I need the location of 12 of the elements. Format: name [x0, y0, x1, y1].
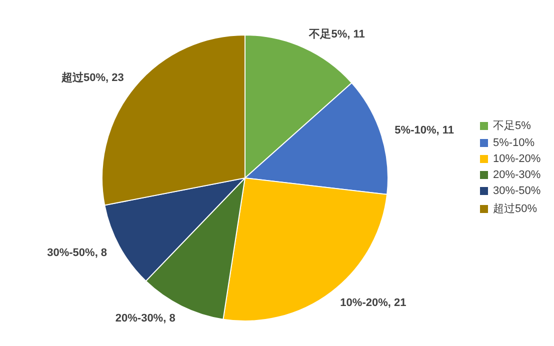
- legend-label: 5%-10%: [493, 137, 535, 149]
- data-label: 30%-50%, 8: [47, 247, 108, 259]
- data-label: 5%-10%, 11: [394, 124, 454, 137]
- legend-label: 不足5%: [493, 119, 531, 133]
- data-label: 不足5%, 11: [308, 28, 365, 41]
- data-label: 超过50%, 23: [60, 71, 124, 84]
- data-label: 10%-20%, 21: [340, 296, 406, 309]
- data-label: 20%-30%, 8: [115, 312, 176, 325]
- legend-label: 超过50%: [493, 202, 538, 216]
- legend-label: 10%-20%: [493, 153, 541, 165]
- legend-label: 30%-50%: [493, 185, 541, 197]
- legend-label: 20%-30%: [493, 169, 541, 181]
